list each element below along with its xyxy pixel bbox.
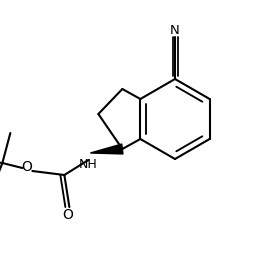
- Text: NH: NH: [79, 158, 98, 171]
- Text: N: N: [170, 24, 180, 37]
- Polygon shape: [90, 144, 123, 154]
- Text: O: O: [62, 208, 73, 222]
- Text: O: O: [21, 160, 32, 174]
